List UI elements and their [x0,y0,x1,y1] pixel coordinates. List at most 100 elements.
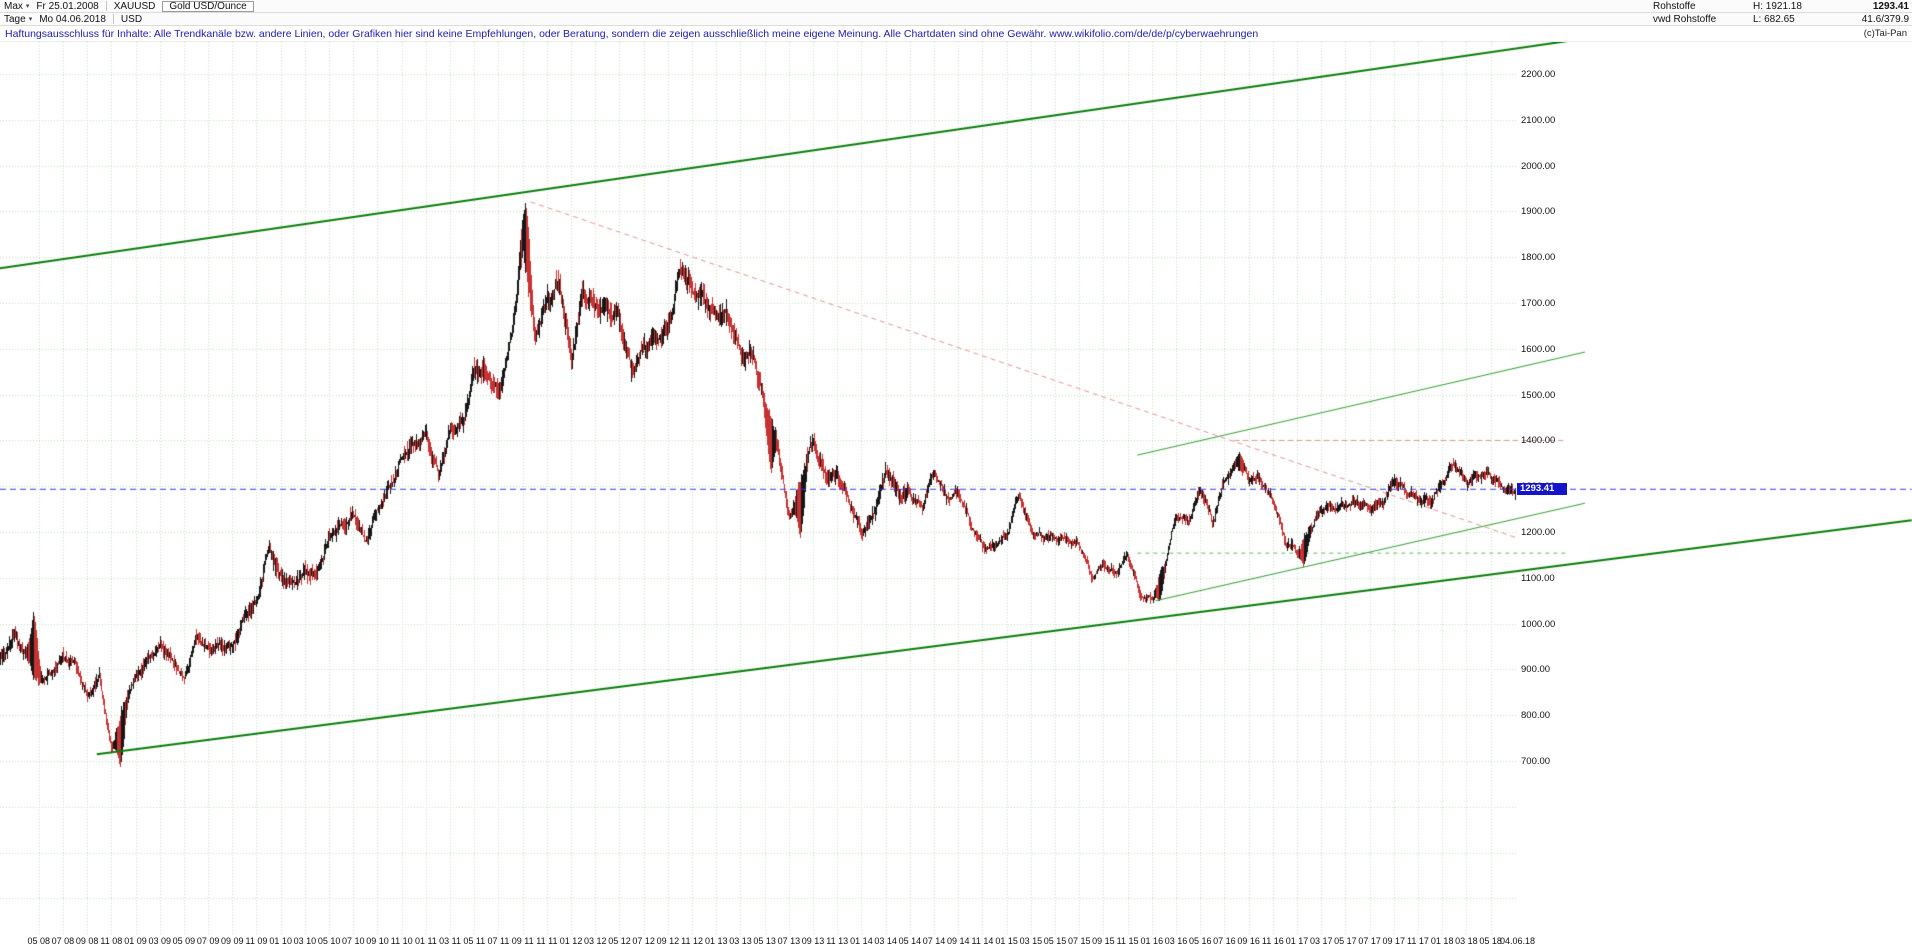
instrument-name: Gold USD/Ounce [162,0,254,12]
x-axis-label: 07 08 [51,936,75,946]
x-axis-label: 11 13 [826,936,849,946]
disclaimer-text: Haftungsausschluss für Inhalte: Alle Tre… [5,27,1259,40]
x-axis-label: 07 14 [922,936,946,946]
x-axis-label: 11 09 [245,936,268,946]
x-axis-label: 05 13 [753,936,776,946]
category-label: Rohstoffe [1653,1,1696,12]
x-axis-label: 09 08 [75,936,99,946]
x-axis-label: 05 15 [1043,936,1067,946]
chart-area: 2200.00 2100.00 2000.00 1900.00 1800.00 1700.… [0,42,1912,952]
x-axis-label: 01 16 [1140,936,1164,946]
x-axis-label: 01 17 [1285,936,1309,946]
y-axis-label: 1500.00 [1521,389,1556,401]
x-axis-label: 03 15 [1019,936,1043,946]
x-axis-label: 01 13 [704,936,728,946]
y-axis-label: 800.00 [1521,710,1551,722]
y-axis-label: 2200.00 [1521,69,1556,81]
x-axis-label: 05 10 [317,936,341,946]
x-axis-label: 01 14 [850,936,873,946]
x-axis-label: 09 12 [656,936,680,946]
x-axis-label: 05 09 [172,936,196,946]
chevron-down-icon: ▾ [25,2,30,10]
x-axis-label: 01 12 [559,936,583,946]
y-axis-label: 1700.00 [1521,298,1556,310]
disclaimer-bar: Haftungsausschluss für Inhalte: Alle Tre… [0,26,1912,42]
x-axis-label: 05 14 [898,936,922,946]
x-axis-label: 01 15 [995,936,1018,946]
x-axis-label: 09 09 [221,936,244,946]
y-axis-label: 2100.00 [1521,114,1556,126]
x-axis-label: 09 13 [801,936,825,946]
x-axis-label: 07 16 [1213,936,1236,946]
x-axis-label: 03 13 [729,936,752,946]
y-axis-label: 1100.00 [1521,572,1555,584]
x-axis-end-label: 04.06.18 [1500,936,1536,946]
y-axis-label: 1900.00 [1521,206,1556,218]
y-axis-label: 1800.00 [1521,252,1556,264]
x-axis-label: 11 12 [681,936,703,946]
x-axis-label: 03 12 [584,936,607,946]
period-high: H: 1921.18 [1753,1,1802,12]
x-axis-label: 09 17 [1382,936,1406,946]
toolbar-row-1: Max ▾ Fr 25.01.2008 XAUUSD Gold USD/Ounc… [0,0,1912,13]
price-chart-canvas[interactable] [0,42,1912,936]
range-selector-label: Max [4,0,23,12]
quote-info-panel: Rohstoffe H: 1921.18 1293.41 vwd Rohstof… [1653,0,1909,26]
symbol-label: XAUUSD [113,0,156,12]
x-axis-label: 11 11 [536,936,558,946]
x-axis-label: 01 09 [124,936,147,946]
x-axis-label: 01 11 [414,936,437,946]
end-date[interactable]: Mo 04.06.2018 [39,13,106,25]
x-axis-label: 11 08 [100,936,123,946]
x-axis-label: 05 18 [1479,936,1502,946]
x-axis-label: 11 10 [390,936,413,946]
x-axis-label: 09 15 [1092,936,1115,946]
x-axis-label: 05 17 [1334,936,1357,946]
divider [112,14,114,24]
y-axis-label: 900.00 [1521,664,1551,676]
toolbar: Max ▾ Fr 25.01.2008 XAUUSD Gold USD/Ounc… [0,0,1912,26]
period-low: L: 682.65 [1753,14,1795,25]
start-date[interactable]: Fr 25.01.2008 [36,0,99,12]
x-axis-label: 11 17 [1407,936,1429,946]
change-info: 41.6/379.9 [1861,14,1909,25]
x-axis-label: 05 12 [608,936,631,946]
x-axis-label: 09 14 [946,936,970,946]
x-axis-label: 05 16 [1188,936,1212,946]
x-axis-label: 07 09 [196,936,220,946]
x-axis-label: 01 18 [1430,936,1454,946]
y-axis-label: 700.00 [1521,756,1551,768]
x-axis-label: 05 11 [463,936,486,946]
x-axis-label: 11 16 [1261,936,1284,946]
range-selector[interactable]: Max ▾ [4,1,29,12]
divider [105,1,107,11]
x-axis-label: 07 17 [1358,936,1381,946]
period-selector-label: Tage [4,13,26,25]
x-axis-label: 03 10 [293,936,317,946]
x-axis-label: 03 09 [148,936,171,946]
feed-label: vwd Rohstoffe [1653,14,1717,25]
x-axis-label: 03 14 [874,936,897,946]
x-axis-label: 07 12 [632,936,655,946]
x-axis-label: 07 15 [1067,936,1091,946]
x-axis-label: 03 17 [1309,936,1333,946]
x-axis-label: 03 18 [1455,936,1478,946]
last-price: 1293.41 [1872,1,1909,12]
y-axis-label: 1000.00 [1521,618,1556,630]
x-axis-label: 01 10 [269,936,292,946]
x-axis-label: 11 14 [971,936,994,946]
copyright-label: (c)Tai-Pan [1863,28,1907,39]
x-axis-label: 09 16 [1237,936,1260,946]
period-selector[interactable]: Tage ▾ [4,14,32,25]
y-axis-label: 1400.00 [1521,435,1556,447]
current-price-badge: 1293.41 [1517,483,1567,496]
x-axis-label: 09 10 [366,936,389,946]
y-axis-label: 2000.00 [1521,160,1556,172]
chevron-down-icon: ▾ [28,15,33,23]
y-axis-label: 1600.00 [1521,343,1556,355]
x-axis-label: 05 08 [27,936,50,946]
x-axis-label: 07 13 [777,936,801,946]
x-axis-label: 11 15 [1116,936,1139,946]
currency-label: USD [120,13,143,25]
